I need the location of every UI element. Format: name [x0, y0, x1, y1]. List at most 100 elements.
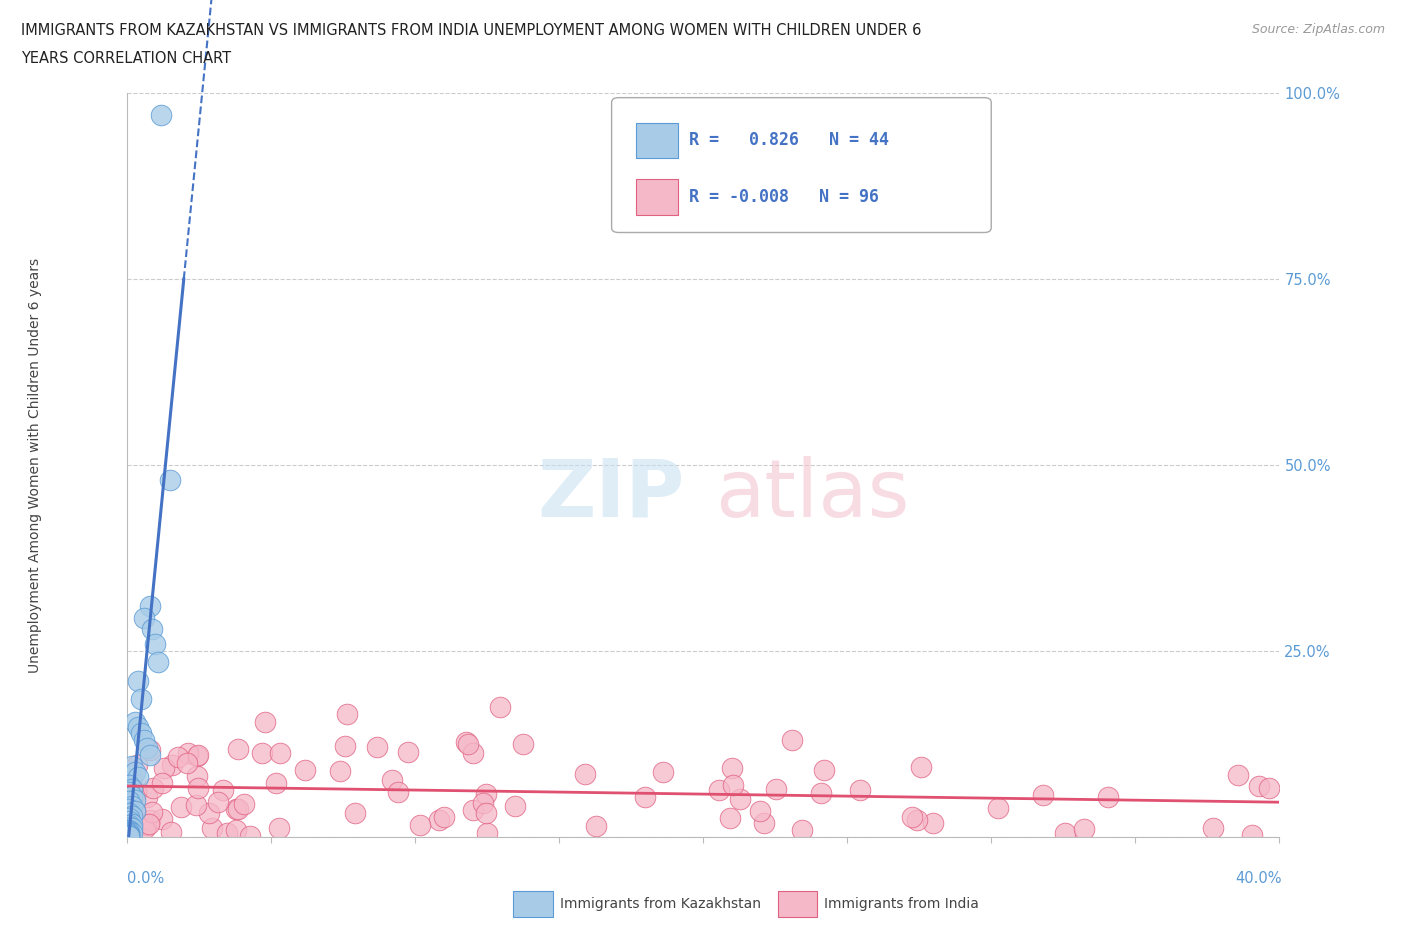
- Point: [475, 826, 498, 841]
- Point: [127, 720, 149, 735]
- Point: [121, 809, 143, 824]
- Point: [124, 792, 146, 807]
- Point: [170, 800, 193, 815]
- Point: [124, 804, 146, 818]
- Point: [461, 803, 484, 817]
- Text: ZIP: ZIP: [537, 456, 685, 534]
- Point: [124, 714, 146, 729]
- Point: [148, 655, 170, 670]
- Point: [118, 828, 141, 843]
- Point: [160, 757, 183, 772]
- Point: [136, 790, 159, 804]
- Point: [152, 760, 174, 775]
- Point: [380, 773, 402, 788]
- Point: [118, 805, 141, 820]
- Point: [118, 777, 141, 792]
- Point: [121, 770, 143, 785]
- Point: [118, 819, 141, 834]
- Point: [1249, 779, 1271, 794]
- Point: [141, 804, 163, 819]
- Point: [1097, 790, 1119, 804]
- Point: [118, 828, 141, 843]
- Text: R =   0.826   N = 44: R = 0.826 N = 44: [689, 131, 889, 150]
- Point: [634, 790, 657, 804]
- Text: YEARS CORRELATION CHART: YEARS CORRELATION CHART: [21, 51, 231, 66]
- Point: [212, 783, 235, 798]
- Text: Immigrants from Kazakhstan: Immigrants from Kazakhstan: [560, 897, 761, 911]
- Point: [134, 821, 156, 836]
- Point: [121, 789, 143, 804]
- Point: [167, 750, 190, 764]
- Point: [472, 796, 495, 811]
- Text: Source: ZipAtlas.com: Source: ZipAtlas.com: [1251, 23, 1385, 36]
- Point: [127, 673, 149, 688]
- Text: 0.0%: 0.0%: [127, 871, 163, 886]
- Point: [118, 794, 141, 809]
- Point: [118, 813, 141, 828]
- Point: [813, 763, 835, 777]
- Point: [139, 813, 162, 828]
- Point: [433, 809, 456, 824]
- Point: [1202, 820, 1225, 835]
- Point: [250, 745, 273, 760]
- Point: [139, 743, 162, 758]
- Point: [329, 764, 352, 778]
- Point: [457, 737, 479, 751]
- Point: [142, 780, 165, 795]
- Point: [429, 812, 451, 827]
- Text: R = -0.008   N = 96: R = -0.008 N = 96: [689, 188, 879, 206]
- Point: [118, 822, 141, 837]
- Point: [176, 755, 198, 770]
- Point: [138, 748, 160, 763]
- Point: [409, 817, 432, 832]
- Point: [215, 826, 238, 841]
- Point: [226, 741, 249, 756]
- Point: [748, 804, 770, 818]
- Point: [333, 738, 356, 753]
- Point: [187, 781, 209, 796]
- Point: [366, 739, 388, 754]
- Point: [720, 761, 742, 776]
- Point: [132, 610, 155, 625]
- Point: [141, 621, 163, 636]
- Point: [900, 810, 922, 825]
- Text: IMMIGRANTS FROM KAZAKHSTAN VS IMMIGRANTS FROM INDIA UNEMPLOYMENT AMONG WOMEN WIT: IMMIGRANTS FROM KAZAKHSTAN VS IMMIGRANTS…: [21, 23, 921, 38]
- Point: [184, 797, 207, 812]
- Point: [463, 746, 485, 761]
- Point: [121, 759, 143, 774]
- Text: Immigrants from India: Immigrants from India: [824, 897, 979, 911]
- Point: [585, 818, 607, 833]
- Point: [124, 764, 146, 779]
- Point: [138, 817, 160, 831]
- Point: [118, 827, 141, 842]
- Point: [129, 692, 152, 707]
- Text: Unemployment Among Women with Children Under 6 years: Unemployment Among Women with Children U…: [28, 258, 42, 672]
- Point: [1073, 822, 1095, 837]
- Point: [387, 785, 409, 800]
- Point: [652, 764, 675, 779]
- Point: [1054, 826, 1077, 841]
- Point: [118, 824, 141, 839]
- Point: [239, 828, 262, 843]
- Point: [574, 766, 596, 781]
- Point: [225, 822, 247, 837]
- Point: [145, 636, 166, 651]
- Point: [125, 758, 148, 773]
- Point: [792, 822, 814, 837]
- Point: [454, 735, 477, 750]
- Point: [1241, 828, 1264, 843]
- Point: [718, 811, 741, 826]
- Point: [150, 812, 173, 827]
- Point: [294, 763, 316, 777]
- Point: [150, 108, 173, 123]
- Point: [135, 740, 157, 755]
- Point: [186, 749, 208, 764]
- Point: [118, 811, 141, 826]
- Point: [269, 745, 291, 760]
- Point: [118, 824, 141, 839]
- Point: [118, 817, 141, 832]
- Point: [125, 785, 148, 800]
- Text: 40.0%: 40.0%: [1236, 871, 1282, 886]
- Point: [1227, 767, 1250, 782]
- Point: [396, 744, 419, 759]
